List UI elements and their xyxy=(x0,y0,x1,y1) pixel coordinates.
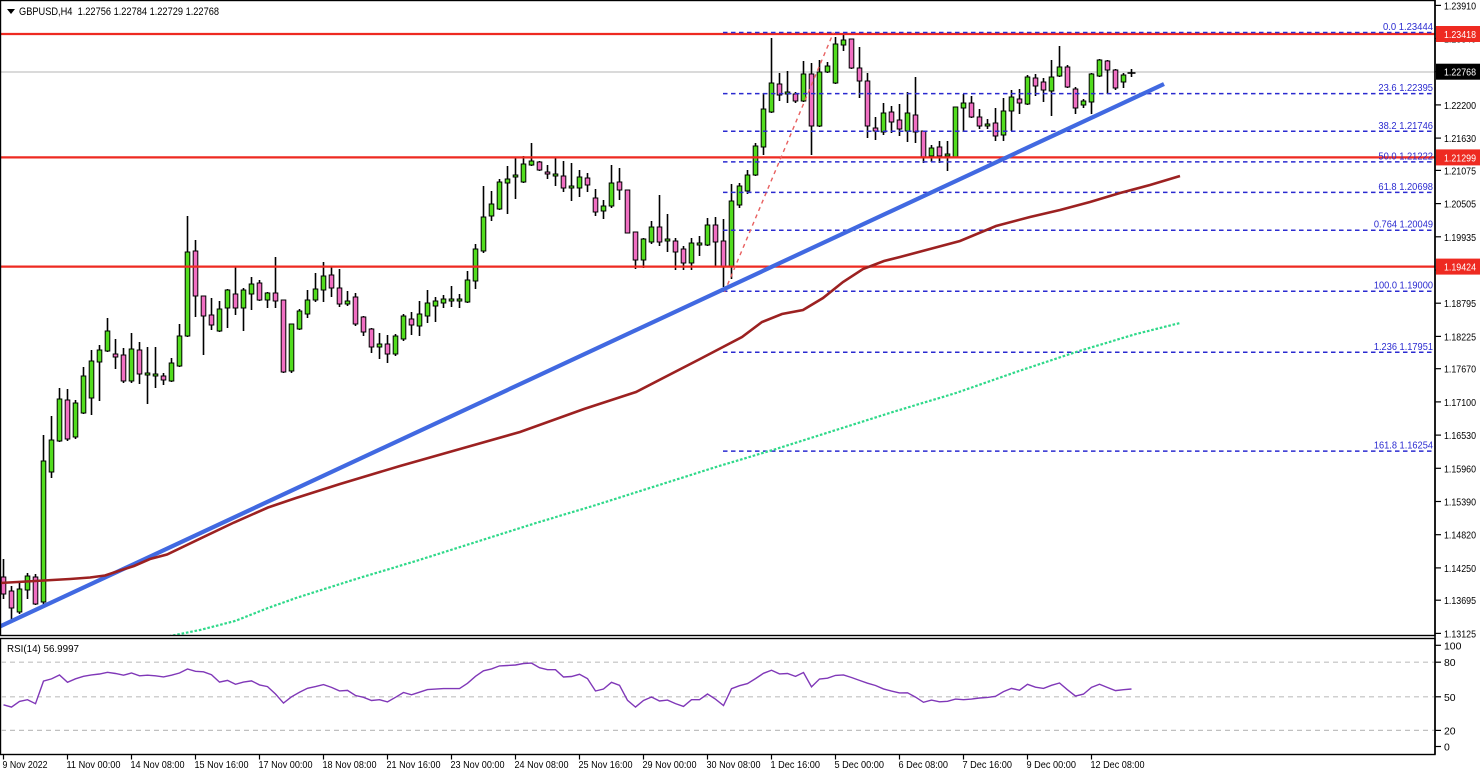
svg-text:1.19935: 1.19935 xyxy=(1444,232,1476,244)
svg-text:23.6 1.22395: 23.6 1.22395 xyxy=(1378,82,1433,94)
svg-text:0.764 1.20049: 0.764 1.20049 xyxy=(1374,219,1433,231)
svg-text:11 Nov 00:00: 11 Nov 00:00 xyxy=(67,759,121,771)
svg-text:15 Nov 16:00: 15 Nov 16:00 xyxy=(195,759,249,771)
svg-text:1.18795: 1.18795 xyxy=(1444,298,1476,310)
svg-text:38.2 1.21746: 38.2 1.21746 xyxy=(1378,120,1433,132)
svg-text:1.17100: 1.17100 xyxy=(1444,397,1476,409)
svg-text:1.14250: 1.14250 xyxy=(1444,563,1476,575)
svg-text:1.22768: 1.22768 xyxy=(1444,67,1476,79)
svg-text:1.23418: 1.23418 xyxy=(1444,29,1476,41)
svg-text:1.23910: 1.23910 xyxy=(1444,0,1476,12)
svg-text:0: 0 xyxy=(1444,742,1450,754)
svg-text:24 Nov 08:00: 24 Nov 08:00 xyxy=(515,759,569,771)
svg-text:1.13125: 1.13125 xyxy=(1444,628,1476,640)
svg-text:RSI(14) 56.9997: RSI(14) 56.9997 xyxy=(7,643,79,655)
svg-text:1.21630: 1.21630 xyxy=(1444,133,1476,145)
svg-text:9 Dec 00:00: 9 Dec 00:00 xyxy=(1027,759,1077,771)
svg-text:1.17670: 1.17670 xyxy=(1444,364,1476,376)
svg-text:161.8 1.16254: 161.8 1.16254 xyxy=(1374,440,1433,452)
svg-text:12 Dec 08:00: 12 Dec 08:00 xyxy=(1091,759,1145,771)
svg-text:1 Dec 16:00: 1 Dec 16:00 xyxy=(771,759,821,771)
svg-text:100: 100 xyxy=(1444,640,1462,652)
svg-text:1.21075: 1.21075 xyxy=(1444,165,1476,177)
svg-text:1.14820: 1.14820 xyxy=(1444,530,1476,542)
svg-text:20: 20 xyxy=(1444,725,1456,737)
svg-text:1.20505: 1.20505 xyxy=(1444,199,1476,211)
svg-text:29 Nov 00:00: 29 Nov 00:00 xyxy=(643,759,697,771)
svg-text:18 Nov 08:00: 18 Nov 08:00 xyxy=(323,759,377,771)
svg-text:1.21299: 1.21299 xyxy=(1444,152,1476,164)
svg-text:21 Nov 16:00: 21 Nov 16:00 xyxy=(387,759,441,771)
svg-text:61.8 1.20698: 61.8 1.20698 xyxy=(1378,181,1433,193)
svg-text:23 Nov 00:00: 23 Nov 00:00 xyxy=(451,759,505,771)
svg-text:0.0 1.23444: 0.0 1.23444 xyxy=(1383,21,1433,33)
svg-text:1.236 1.17951: 1.236 1.17951 xyxy=(1374,341,1433,353)
svg-text:1.15960: 1.15960 xyxy=(1444,463,1476,475)
svg-text:6 Dec 08:00: 6 Dec 08:00 xyxy=(899,759,949,771)
svg-text:14 Nov 08:00: 14 Nov 08:00 xyxy=(131,759,185,771)
svg-text:80: 80 xyxy=(1444,657,1456,669)
svg-text:17 Nov 00:00: 17 Nov 00:00 xyxy=(259,759,313,771)
svg-text:25 Nov 16:00: 25 Nov 16:00 xyxy=(579,759,633,771)
svg-text:30 Nov 08:00: 30 Nov 08:00 xyxy=(707,759,761,771)
svg-text:5 Dec 00:00: 5 Dec 00:00 xyxy=(835,759,885,771)
svg-text:1.22200: 1.22200 xyxy=(1444,100,1476,112)
svg-text:1.16530: 1.16530 xyxy=(1444,430,1476,442)
svg-text:1.19424: 1.19424 xyxy=(1444,262,1476,274)
svg-text:100.0 1.19000: 100.0 1.19000 xyxy=(1374,280,1433,292)
svg-text:50: 50 xyxy=(1444,692,1456,704)
svg-text:50.0 1.21222: 50.0 1.21222 xyxy=(1378,150,1433,162)
svg-text:GBPUSD,H4 1.22756 1.22784 1.2: GBPUSD,H4 1.22756 1.22784 1.22729 1.2276… xyxy=(19,6,219,18)
svg-text:7 Dec 16:00: 7 Dec 16:00 xyxy=(963,759,1013,771)
svg-text:1.18225: 1.18225 xyxy=(1444,331,1476,343)
svg-text:9 Nov 2022: 9 Nov 2022 xyxy=(3,759,48,771)
svg-text:1.15390: 1.15390 xyxy=(1444,497,1476,509)
svg-text:1.13695: 1.13695 xyxy=(1444,595,1476,607)
